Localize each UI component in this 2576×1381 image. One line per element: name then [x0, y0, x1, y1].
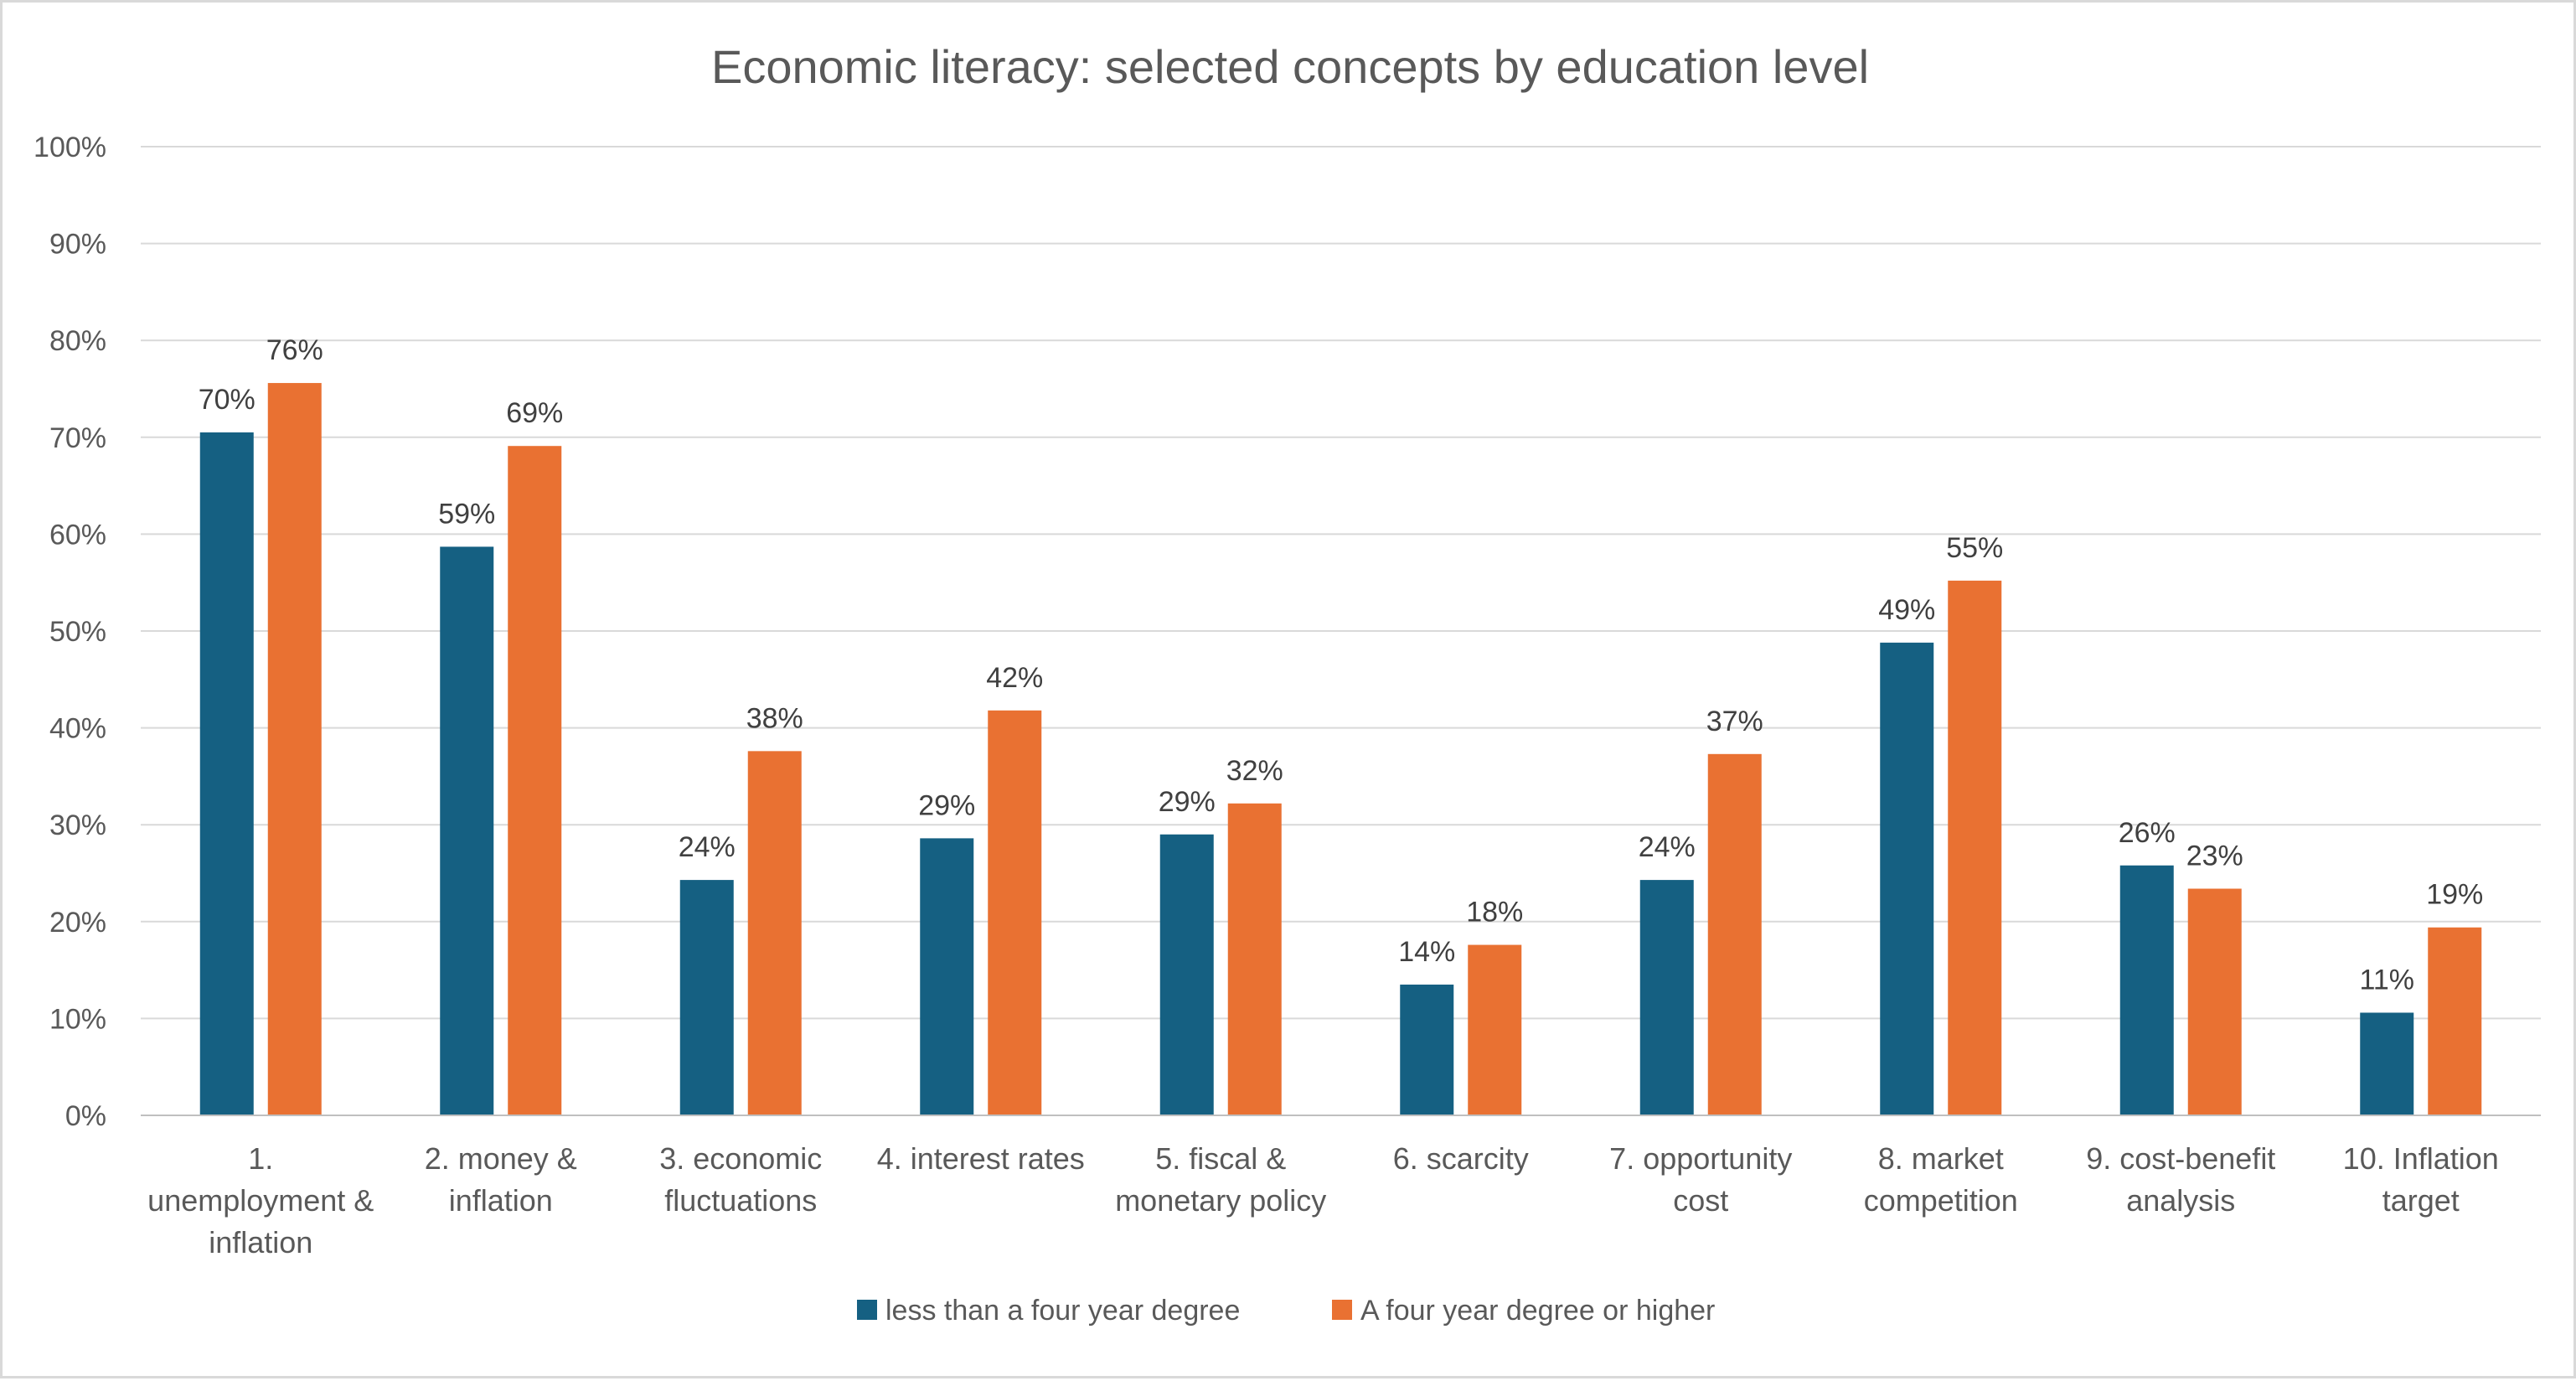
bar — [2187, 888, 2242, 1115]
y-tick-label: 70% — [49, 422, 106, 454]
bar — [920, 838, 974, 1115]
data-label: 49% — [1878, 594, 1935, 626]
y-tick-label: 40% — [49, 713, 106, 745]
bar — [2360, 1012, 2414, 1115]
x-tick-label: monetary policy — [1115, 1183, 1326, 1218]
gridlines — [141, 146, 2541, 1020]
x-tick-label: 1. — [248, 1141, 273, 1176]
y-tick-label: 20% — [49, 907, 106, 939]
bar — [1880, 642, 1934, 1115]
bars — [199, 383, 2482, 1116]
y-tick-label: 30% — [49, 809, 106, 841]
x-tick-label: 2. money & — [425, 1141, 577, 1176]
data-label: 19% — [2426, 879, 2483, 911]
bar — [988, 710, 1042, 1115]
legend-swatch — [1332, 1300, 1352, 1320]
x-tick-label: 8. market — [1878, 1141, 2004, 1176]
bar — [1707, 753, 1762, 1115]
legend-label: less than a four year degree — [885, 1295, 1240, 1327]
x-tick-label: inflation — [209, 1225, 312, 1259]
y-tick-label: 100% — [34, 132, 106, 163]
data-label: 37% — [1706, 706, 1763, 737]
bar — [1400, 984, 1454, 1115]
bar — [440, 546, 494, 1115]
bar — [508, 446, 562, 1115]
y-tick-label: 90% — [49, 229, 106, 261]
x-tick-label: 10. Inflation — [2343, 1141, 2499, 1176]
y-tick-label: 60% — [49, 519, 106, 551]
x-tick-label: inflation — [449, 1183, 553, 1218]
data-label: 24% — [679, 831, 736, 863]
x-tick-label: 9. cost-benefit — [2086, 1141, 2275, 1176]
x-tick-label: 7. opportunity — [1609, 1141, 1792, 1176]
bar — [1468, 944, 1522, 1115]
data-label: 55% — [1946, 532, 2003, 564]
y-tick-label: 80% — [49, 325, 106, 357]
data-label: 69% — [506, 397, 563, 429]
y-axis-ticks: 0% 10% 20% 30% 40% 50% 60% 70% 80% 90% 100% — [34, 132, 106, 1132]
x-tick-label: competition — [1864, 1183, 2018, 1218]
y-tick-label: 0% — [65, 1100, 106, 1132]
bar — [679, 880, 734, 1115]
bar — [1948, 580, 2002, 1115]
data-label: 23% — [2186, 840, 2243, 872]
bar — [267, 383, 322, 1116]
bar — [1639, 880, 1694, 1115]
data-label: 42% — [986, 662, 1043, 694]
data-label: 76% — [266, 334, 323, 366]
bar — [1227, 803, 1282, 1115]
data-label: 26% — [2119, 817, 2176, 849]
bar — [199, 432, 254, 1115]
data-label: 38% — [746, 702, 803, 734]
x-tick-label: 4. interest rates — [877, 1141, 1085, 1176]
x-tick-label: analysis — [2126, 1183, 2235, 1218]
data-label: 32% — [1226, 755, 1283, 787]
data-label: 11% — [2359, 964, 2414, 996]
bar — [1159, 834, 1214, 1115]
bar — [747, 751, 802, 1115]
y-tick-label: 10% — [49, 1003, 106, 1035]
x-axis-ticks: 1. unemployment & inflation 2. money & infla… — [147, 1141, 2499, 1259]
data-labels: 70% 76% 59% 69% 24% 38% 29% 42% 29% 32% 14% 18% 24% 3… — [199, 334, 2484, 996]
chart-title: Economic literacy: selected concepts by … — [711, 40, 1869, 93]
x-tick-label: unemployment & — [147, 1183, 374, 1218]
x-tick-label: fluctuations — [664, 1183, 817, 1218]
data-label: 59% — [438, 498, 495, 530]
bar — [2119, 865, 2174, 1115]
x-tick-label: 6. scarcity — [1393, 1141, 1529, 1176]
data-label: 18% — [1466, 897, 1523, 928]
x-tick-label: cost — [1673, 1183, 1728, 1218]
data-label: 14% — [1398, 936, 1455, 968]
x-tick-label: target — [2382, 1183, 2460, 1218]
data-label: 29% — [1159, 786, 1216, 818]
y-tick-label: 50% — [49, 616, 106, 648]
bar — [2428, 927, 2482, 1115]
bar-chart: Economic literacy: selected concepts by … — [34, 40, 2541, 1327]
x-tick-label: 5. fiscal & — [1155, 1141, 1286, 1176]
legend: less than a four year degree A four year … — [857, 1295, 1715, 1327]
data-label: 70% — [199, 384, 256, 416]
x-tick-label: 3. economic — [659, 1141, 822, 1176]
data-label: 24% — [1639, 831, 1696, 863]
legend-label: A four year degree or higher — [1360, 1295, 1715, 1327]
legend-swatch — [857, 1300, 877, 1320]
data-label: 29% — [918, 789, 975, 821]
